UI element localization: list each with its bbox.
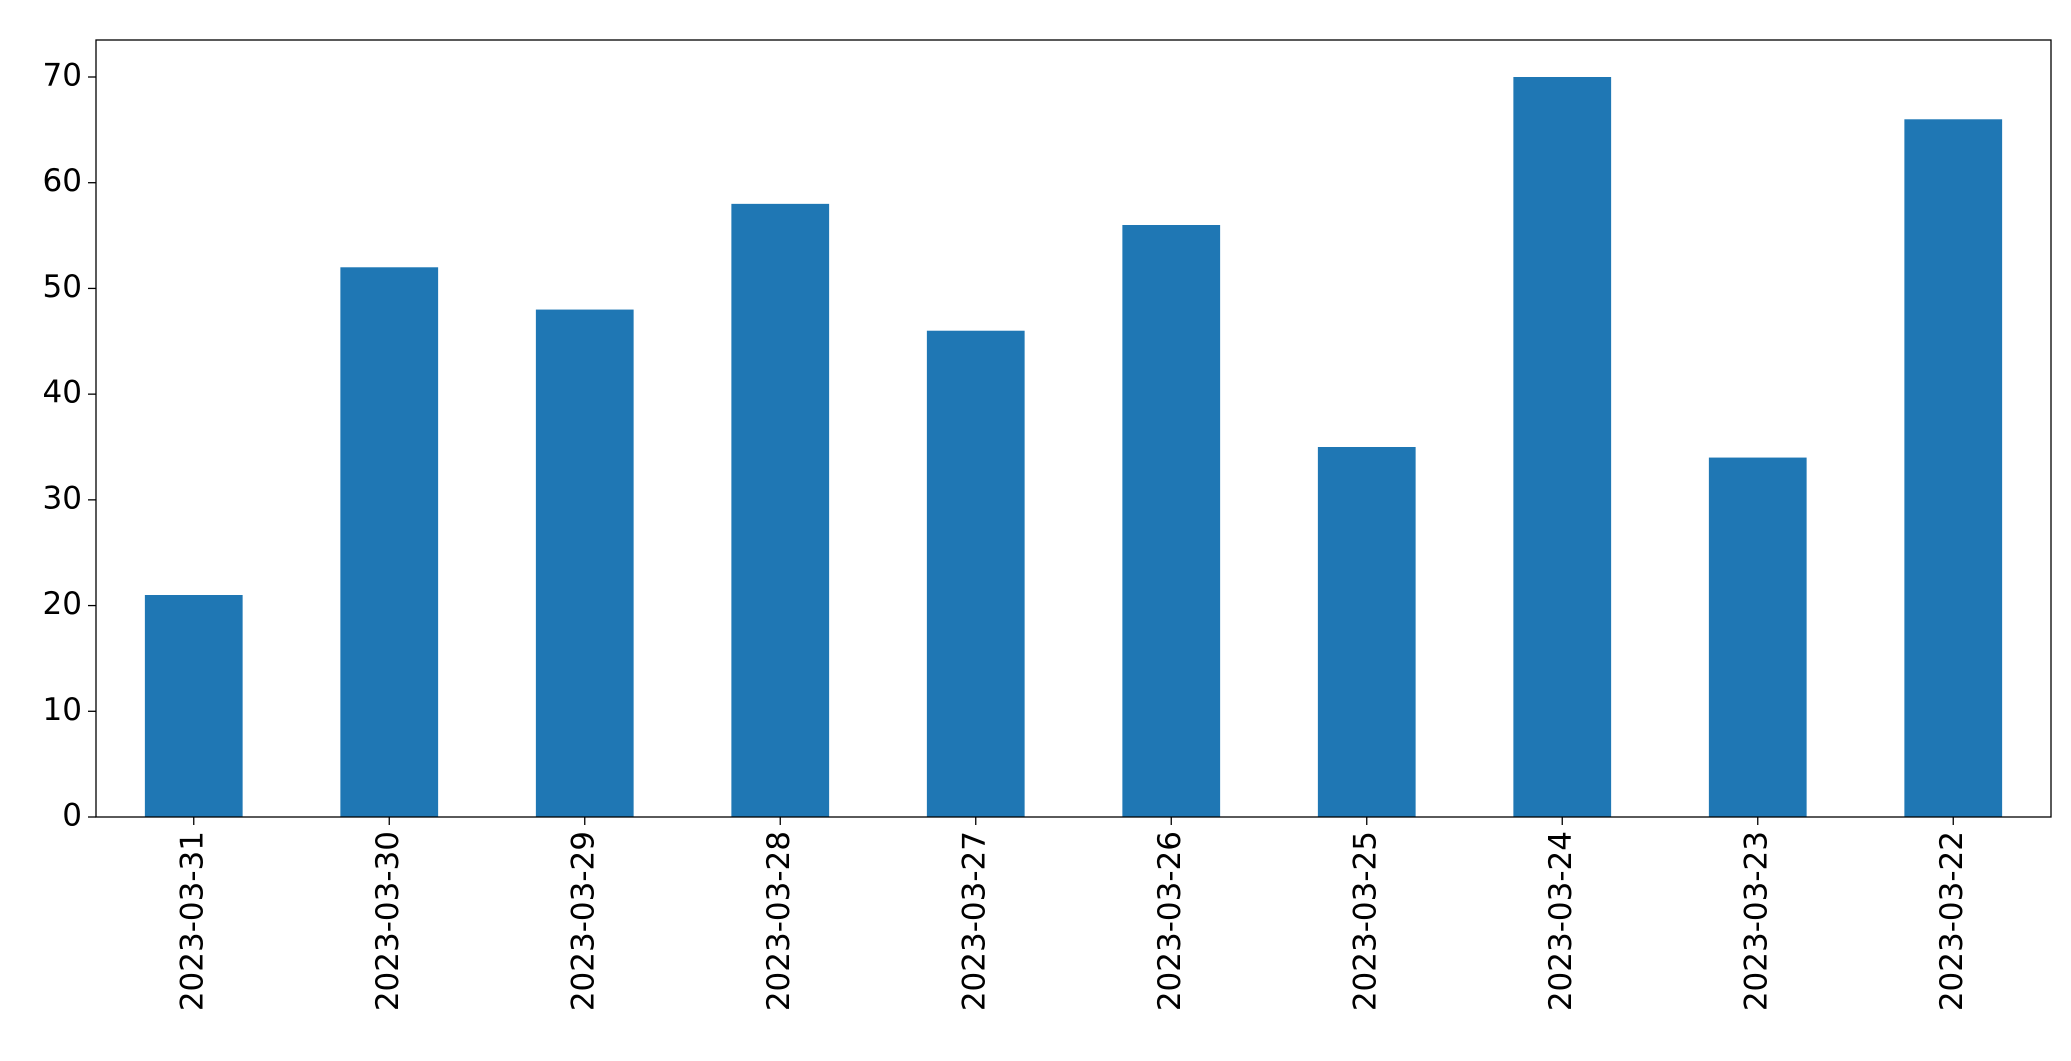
axes-frame (95, 39, 2052, 818)
bar (731, 203, 830, 817)
x-tick-label: 2023-03-30 (370, 831, 406, 1011)
bar (340, 267, 439, 817)
bar (535, 309, 634, 817)
bar (1317, 447, 1416, 817)
x-tick-label: 2023-03-28 (761, 831, 797, 1011)
x-tick-label: 2023-03-25 (1347, 831, 1383, 1011)
bar (926, 330, 1025, 817)
bar (144, 595, 243, 817)
x-tick-label: 2023-03-23 (1738, 831, 1774, 1011)
bar (1904, 119, 2003, 818)
y-tick-label: 0 (62, 798, 82, 834)
y-tick-label: 10 (43, 692, 82, 728)
bar (1513, 77, 1612, 817)
bar (1122, 225, 1221, 817)
x-tick-label: 2023-03-22 (1934, 831, 1970, 1011)
x-tick-label: 2023-03-27 (956, 831, 992, 1011)
y-tick-label: 50 (43, 269, 82, 305)
x-tick-label: 2023-03-29 (565, 831, 601, 1011)
y-tick-label: 70 (43, 58, 82, 94)
y-tick-label: 60 (43, 163, 82, 199)
bar (1708, 457, 1807, 817)
y-tick-label: 30 (43, 480, 82, 516)
x-tick-label: 2023-03-26 (1152, 831, 1188, 1011)
x-tick-label: 2023-03-24 (1543, 831, 1579, 1011)
x-tick-label: 2023-03-31 (174, 831, 210, 1011)
y-tick-label: 20 (43, 586, 82, 622)
y-tick-label: 40 (43, 375, 82, 411)
